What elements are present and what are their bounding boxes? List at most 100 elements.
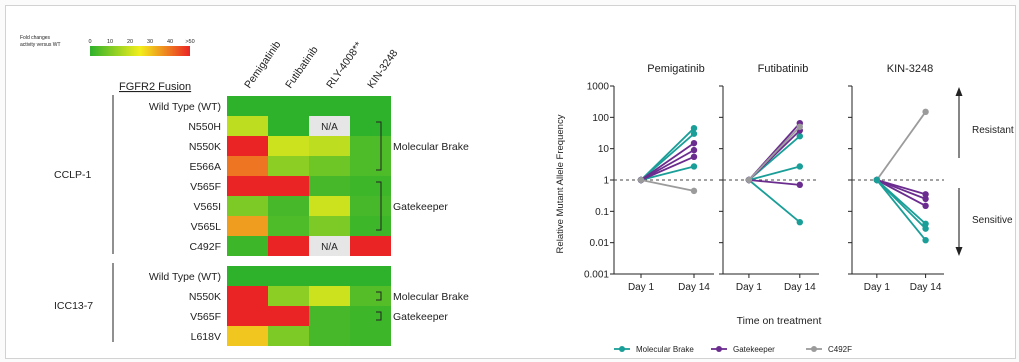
series-point bbox=[796, 218, 803, 226]
colorbar-label-line-1: Fold changes bbox=[20, 35, 51, 41]
series-point bbox=[922, 202, 929, 210]
line-section: Relative Mutant Allele Frequency 0.0010.… bbox=[555, 63, 1014, 354]
panel-title: KIN-3248 bbox=[887, 63, 933, 75]
column-header: Pemigatinib bbox=[242, 39, 283, 91]
na-label: N/A bbox=[321, 242, 338, 253]
figure-frame: Fold changes activity versus WT 0 10 20 30 4… bbox=[5, 5, 1016, 359]
colorbar-tick-label: 30 bbox=[147, 39, 153, 45]
heatmap-cell bbox=[227, 156, 268, 176]
y-axis-ticks: 0.001 0.01 0.1 1 10 100 1000 bbox=[584, 82, 609, 281]
row-label: V565I bbox=[194, 201, 221, 213]
heatmap-cell bbox=[268, 156, 309, 176]
legend: Molecular Brake Gatekeeper C492F bbox=[614, 345, 852, 354]
heatmap-cell bbox=[350, 96, 391, 116]
bracket-line bbox=[376, 121, 382, 171]
cell-line-label-1: ICC13-7 bbox=[54, 300, 93, 312]
heatmap-cell bbox=[309, 136, 350, 156]
series-line bbox=[876, 111, 927, 181]
column-header: Futibatinib bbox=[283, 44, 321, 91]
y-tick-label: 0.01 bbox=[590, 238, 610, 249]
bracket-line bbox=[376, 291, 382, 301]
row-header: FGFR2 Fusion bbox=[119, 81, 191, 93]
series-point bbox=[690, 130, 698, 137]
bracket-label: Molecular Brake bbox=[393, 141, 469, 153]
legend-swatch-point bbox=[619, 346, 625, 352]
heatmap-cell bbox=[268, 116, 309, 136]
series-point bbox=[922, 195, 929, 203]
series-point bbox=[745, 176, 753, 184]
series-line bbox=[640, 165, 695, 181]
series-point bbox=[796, 163, 803, 170]
heatmap-cell bbox=[309, 156, 350, 176]
series-line bbox=[876, 179, 927, 241]
series-line bbox=[640, 149, 695, 181]
heatmap-cells: N/A N/A bbox=[227, 96, 391, 346]
heatmap-brackets: Molecular Brake Gatekeeper Molecular Brake… bbox=[376, 121, 469, 323]
heatmap-cell bbox=[227, 96, 268, 116]
heatmap-cell bbox=[309, 176, 350, 196]
y-tick-label: 10 bbox=[598, 144, 610, 155]
colorbar-ticks: 0 10 20 30 40 >50 bbox=[88, 39, 194, 45]
heatmap-cell bbox=[268, 196, 309, 216]
legend-swatch-point bbox=[716, 346, 722, 352]
column-headers: Pemigatinib Futibatinib RLY-4008** KIN-3248 bbox=[242, 39, 400, 91]
line-panels: Pemigatinib Day 1 Day 14 Futibatinib Day 1 Da… bbox=[610, 63, 944, 293]
series-line bbox=[876, 179, 927, 207]
bracket-line bbox=[376, 181, 382, 231]
heatmap-cell bbox=[227, 176, 268, 196]
row-label: Wild Type (WT) bbox=[149, 271, 221, 283]
heatmap-cell bbox=[268, 216, 309, 236]
series-line bbox=[748, 126, 801, 181]
series-line bbox=[640, 155, 695, 181]
line-panel-1: Futibatinib Day 1 Day 14 bbox=[719, 63, 819, 293]
bracket-label: Gatekeeper bbox=[393, 311, 448, 323]
na-label: N/A bbox=[321, 122, 338, 133]
panel-title: Futibatinib bbox=[758, 63, 809, 75]
bracket-label: Gatekeeper bbox=[393, 201, 448, 213]
heatmap-cell bbox=[350, 306, 391, 326]
heatmap-cell bbox=[309, 196, 350, 216]
heatmap-cell bbox=[227, 116, 268, 136]
heatmap-cell bbox=[268, 326, 309, 346]
row-label: N550K bbox=[189, 141, 221, 153]
series-line bbox=[748, 179, 800, 186]
heatmap-cell bbox=[350, 286, 391, 306]
line-panel-0: Pemigatinib Day 1 Day 14 bbox=[610, 63, 714, 293]
heatmap-section: Fold changes activity versus WT 0 10 20 30 4… bbox=[20, 35, 469, 346]
series-point bbox=[690, 146, 698, 154]
heatmap-cell bbox=[350, 136, 391, 156]
cell-line-label-0: CCLP-1 bbox=[54, 169, 92, 181]
heatmap-row-labels: Wild Type (WT) N550H N550K E566A V565F V565I V… bbox=[149, 101, 221, 343]
row-label: N550H bbox=[188, 121, 221, 133]
heatmap-cell bbox=[309, 96, 350, 116]
series-point bbox=[690, 124, 698, 132]
row-label: E566A bbox=[189, 161, 221, 173]
heatmap-cell bbox=[309, 116, 350, 136]
row-label: V565F bbox=[190, 181, 221, 193]
y-tick-label: 0.001 bbox=[584, 270, 609, 281]
series-point bbox=[690, 139, 698, 147]
line-panel-2: KIN-3248 Day 1 Day 14 bbox=[848, 63, 944, 293]
heatmap-cell bbox=[309, 266, 350, 286]
series-line bbox=[876, 179, 926, 200]
series-point bbox=[637, 176, 645, 184]
heatmap-cell bbox=[350, 156, 391, 176]
heatmap-cell bbox=[309, 216, 350, 236]
heatmap-cell bbox=[268, 236, 309, 256]
row-label: L618V bbox=[191, 331, 221, 343]
heatmap-cell bbox=[268, 176, 309, 196]
heatmap-cell bbox=[268, 266, 309, 286]
legend-label: Gatekeeper bbox=[733, 345, 775, 354]
heatmap-cell bbox=[227, 286, 268, 306]
series-point bbox=[796, 132, 803, 140]
series-point bbox=[796, 181, 803, 189]
row-label: N550K bbox=[189, 291, 221, 303]
x-tick-label: Day 1 bbox=[628, 282, 655, 293]
x-tick-label: Day 14 bbox=[910, 282, 942, 293]
series-point bbox=[690, 187, 698, 195]
heatmap-cell bbox=[227, 326, 268, 346]
legend-label: C492F bbox=[828, 345, 852, 354]
heatmap-cell bbox=[268, 286, 309, 306]
x-tick-label: Day 14 bbox=[784, 282, 816, 293]
resistance-annotation: Resistant Sensitive bbox=[955, 87, 1014, 256]
